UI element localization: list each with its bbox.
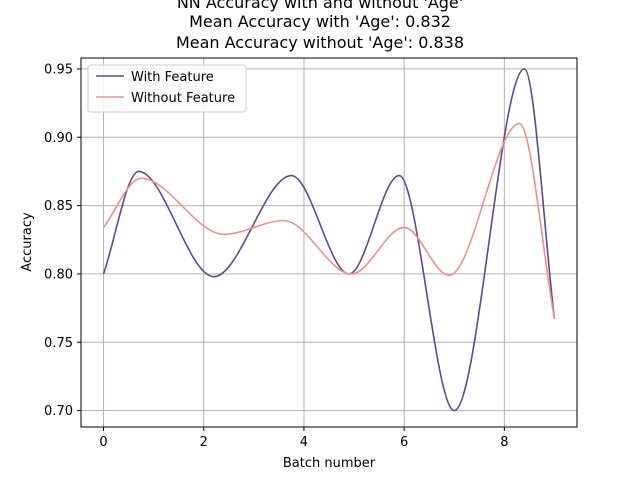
legend-box [87, 64, 247, 113]
x-ticks: 0 2 4 6 8 [99, 427, 508, 450]
y-ticks: 0.70 0.75 0.80 0.85 0.90 0.95 [44, 62, 81, 419]
y-axis-label: Accuracy [20, 212, 35, 272]
legend-label-with-feature: With Feature [131, 70, 214, 85]
x-tick-label: 8 [500, 435, 508, 450]
legend-label-without-feature: Without Feature [131, 91, 235, 106]
y-tick-label: 0.80 [44, 267, 73, 282]
x-axis-label: Batch number [283, 456, 376, 471]
y-tick-label: 0.85 [44, 199, 73, 214]
chart-title-line-3: Mean Accuracy without 'Age': 0.838 [175, 33, 465, 52]
x-tick-label: 2 [200, 435, 208, 450]
plot-frame [80, 57, 578, 428]
y-tick-label: 0.70 [44, 404, 73, 419]
x-tick-label: 4 [300, 435, 308, 450]
series-layer [102, 68, 556, 412]
chart-title-line-2: Mean Accuracy with 'Age': 0.832 [189, 12, 451, 31]
plot-background [81, 58, 577, 427]
y-tick-label: 0.75 [44, 336, 73, 351]
series-line-without-feature [102, 122, 556, 320]
x-tick-label: 6 [400, 435, 408, 450]
legend: With Feature Without Feature [87, 64, 247, 113]
y-tick-label: 0.95 [44, 62, 73, 77]
series-line-with-feature [102, 68, 556, 412]
x-tick-label: 0 [99, 435, 107, 450]
y-tick-label: 0.90 [44, 131, 73, 146]
chart-title-line-1: NN Accuracy with and without 'Age' [176, 0, 464, 12]
